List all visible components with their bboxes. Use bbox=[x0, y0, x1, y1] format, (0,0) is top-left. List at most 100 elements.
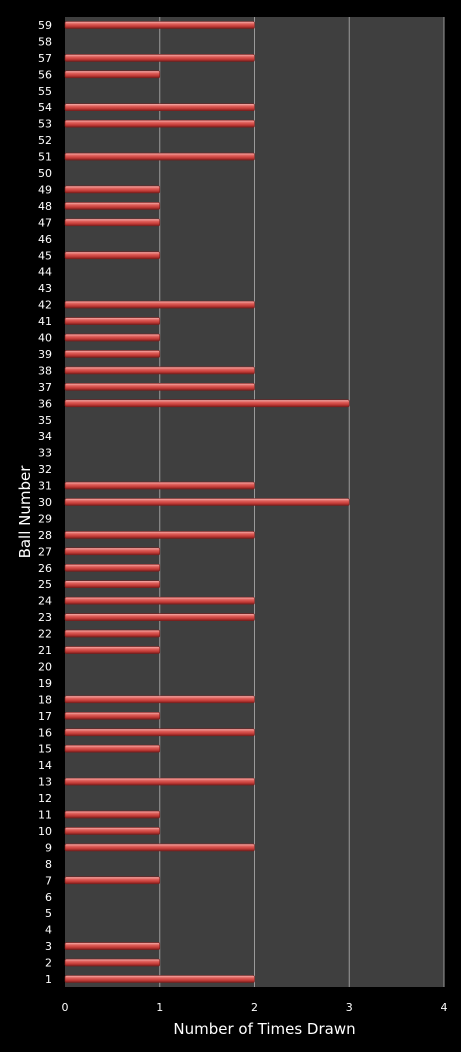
bar-ball-3 bbox=[64, 942, 161, 950]
bar-ball-17 bbox=[64, 712, 161, 720]
y-tick-labels: 1234567891011121314151617181920212223242… bbox=[38, 19, 52, 986]
y-tick-label: 8 bbox=[45, 858, 52, 871]
bar-ball-16 bbox=[64, 728, 255, 737]
y-tick-label: 4 bbox=[45, 924, 52, 937]
bar-ball-21 bbox=[64, 646, 161, 654]
y-tick-label: 32 bbox=[38, 463, 52, 476]
y-tick-label: 16 bbox=[38, 726, 52, 739]
y-tick-label: 19 bbox=[38, 677, 52, 690]
y-tick-label: 39 bbox=[38, 348, 52, 361]
y-tick-label: 33 bbox=[38, 447, 52, 460]
y-tick-label: 35 bbox=[38, 414, 52, 427]
bars bbox=[64, 21, 350, 983]
y-tick-label: 51 bbox=[38, 151, 52, 164]
y-tick-label: 59 bbox=[38, 19, 52, 32]
bar-ball-54 bbox=[64, 103, 255, 112]
x-tick-label: 2 bbox=[251, 1001, 258, 1014]
bar-ball-18 bbox=[64, 695, 255, 704]
bar-ball-37 bbox=[64, 383, 255, 391]
bar-ball-45 bbox=[64, 251, 161, 260]
bar-ball-15 bbox=[64, 744, 161, 753]
x-tick-labels: 0 1 2 3 4 bbox=[62, 1001, 448, 1014]
y-tick-label: 7 bbox=[45, 874, 52, 887]
y-tick-label: 1 bbox=[45, 973, 52, 986]
y-tick-label: 30 bbox=[38, 496, 52, 509]
y-tick-label: 42 bbox=[38, 299, 52, 312]
y-tick-label: 48 bbox=[38, 200, 52, 213]
y-tick-label: 31 bbox=[38, 480, 52, 493]
bar-ball-41 bbox=[64, 317, 161, 325]
y-tick-label: 50 bbox=[38, 167, 52, 180]
bar-ball-22 bbox=[64, 629, 161, 638]
bar-ball-26 bbox=[64, 563, 161, 572]
y-tick-label: 17 bbox=[38, 710, 52, 723]
y-tick-label: 14 bbox=[38, 759, 52, 772]
y-tick-label: 56 bbox=[38, 68, 52, 81]
x-tick-label: 3 bbox=[346, 1001, 353, 1014]
y-tick-label: 55 bbox=[38, 85, 52, 98]
y-tick-label: 34 bbox=[38, 430, 52, 443]
y-tick-label: 5 bbox=[45, 907, 52, 920]
bar-ball-53 bbox=[64, 119, 255, 128]
y-tick-label: 57 bbox=[38, 52, 52, 65]
y-tick-label: 36 bbox=[38, 397, 52, 410]
bar-ball-10 bbox=[64, 827, 161, 835]
y-axis-label: Ball Number bbox=[16, 465, 34, 559]
y-tick-label: 21 bbox=[38, 644, 52, 657]
bar-ball-2 bbox=[64, 958, 161, 967]
y-tick-label: 53 bbox=[38, 118, 52, 131]
y-tick-label: 9 bbox=[45, 841, 52, 854]
y-tick-label: 18 bbox=[38, 693, 52, 706]
bar-ball-23 bbox=[64, 613, 255, 621]
bar-ball-38 bbox=[64, 366, 255, 375]
y-tick-label: 25 bbox=[38, 578, 52, 591]
bar-ball-11 bbox=[64, 810, 161, 819]
y-tick-label: 29 bbox=[38, 512, 52, 525]
y-tick-label: 58 bbox=[38, 35, 52, 48]
y-tick-label: 44 bbox=[38, 266, 52, 279]
bar-ball-25 bbox=[64, 580, 161, 589]
bar-ball-39 bbox=[64, 350, 161, 358]
x-tick-label: 0 bbox=[62, 1001, 69, 1014]
y-tick-label: 23 bbox=[38, 611, 52, 624]
y-tick-label: 43 bbox=[38, 282, 52, 295]
bar-ball-7 bbox=[64, 876, 161, 885]
bar-ball-59 bbox=[64, 21, 255, 29]
bar-ball-9 bbox=[64, 843, 255, 852]
y-tick-label: 40 bbox=[38, 332, 52, 345]
y-tick-label: 41 bbox=[38, 315, 52, 328]
x-tick-label: 1 bbox=[156, 1001, 163, 1014]
bar-ball-13 bbox=[64, 777, 255, 786]
y-tick-label: 20 bbox=[38, 660, 52, 673]
y-tick-label: 38 bbox=[38, 364, 52, 377]
y-tick-label: 3 bbox=[45, 940, 52, 953]
x-tick-label: 4 bbox=[441, 1001, 448, 1014]
bar-ball-40 bbox=[64, 333, 161, 342]
bar-ball-27 bbox=[64, 547, 161, 556]
y-tick-label: 24 bbox=[38, 595, 52, 608]
y-tick-label: 47 bbox=[38, 216, 52, 229]
y-tick-label: 11 bbox=[38, 809, 52, 822]
y-tick-label: 52 bbox=[38, 134, 52, 147]
y-tick-label: 10 bbox=[38, 825, 52, 838]
y-tick-label: 12 bbox=[38, 792, 52, 805]
x-axis-label: Number of Times Drawn bbox=[173, 1020, 355, 1038]
y-tick-label: 28 bbox=[38, 529, 52, 542]
bar-ball-42 bbox=[64, 300, 255, 309]
bar-ball-49 bbox=[64, 185, 161, 194]
y-tick-label: 13 bbox=[38, 776, 52, 789]
y-tick-label: 45 bbox=[38, 249, 52, 262]
bar-ball-36 bbox=[64, 399, 350, 408]
bar-ball-1 bbox=[64, 975, 255, 983]
y-tick-label: 2 bbox=[45, 957, 52, 970]
y-tick-label: 49 bbox=[38, 183, 52, 196]
y-tick-label: 26 bbox=[38, 562, 52, 575]
bar-ball-30 bbox=[64, 498, 350, 506]
bar-ball-24 bbox=[64, 596, 255, 605]
y-tick-label: 22 bbox=[38, 628, 52, 641]
y-tick-label: 37 bbox=[38, 381, 52, 394]
y-tick-label: 15 bbox=[38, 743, 52, 756]
bar-ball-56 bbox=[64, 70, 161, 79]
y-tick-label: 46 bbox=[38, 233, 52, 246]
